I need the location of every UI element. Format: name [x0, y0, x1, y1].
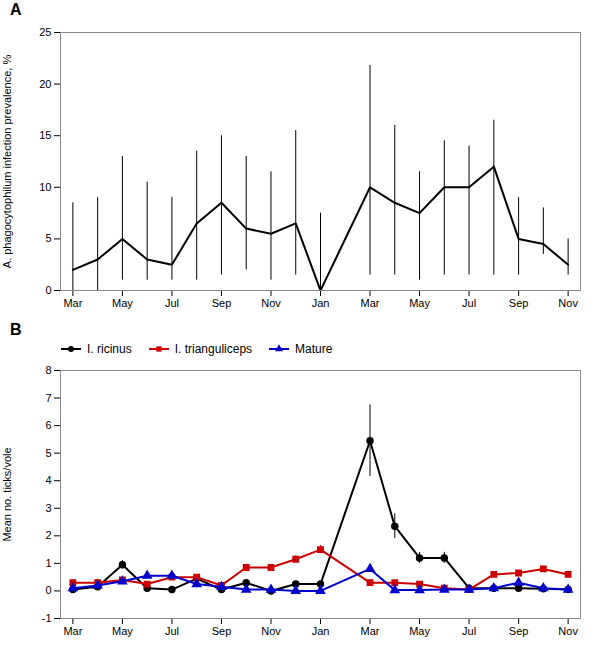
html-text:I. trianguliceps: I. trianguliceps: [174, 342, 253, 356]
svg-text:May: May: [409, 625, 430, 637]
svg-text:Jul: Jul: [462, 297, 476, 309]
svg-text:Nov: Nov: [558, 297, 578, 309]
svg-text:Sep: Sep: [212, 625, 232, 637]
svg-text:May: May: [112, 297, 133, 309]
svg-text:6: 6: [45, 419, 51, 431]
svg-text:8: 8: [45, 364, 51, 376]
svg-text:May: May: [112, 625, 133, 637]
svg-text:7: 7: [45, 392, 51, 404]
svg-text:20: 20: [39, 78, 51, 90]
svg-text:Sep: Sep: [509, 297, 529, 309]
svg-text:5: 5: [45, 232, 51, 244]
svg-text:Mean no. ticks/vole: Mean no. ticks/vole: [1, 447, 13, 541]
svg-text:Jul: Jul: [462, 625, 476, 637]
svg-text:1: 1: [45, 557, 51, 569]
html-text:B: B: [10, 321, 22, 338]
svg-text:15: 15: [39, 129, 51, 141]
svg-text:0: 0: [45, 284, 51, 296]
html-text:I. ricinus: I. ricinus: [87, 342, 132, 356]
svg-text:Jan: Jan: [312, 297, 330, 309]
svg-text:A. phagocytophilum infection p: A. phagocytophilum infection prevalence,…: [1, 55, 13, 269]
svg-text:Jan: Jan: [312, 625, 330, 637]
svg-text:4: 4: [45, 474, 51, 486]
svg-text:10: 10: [39, 181, 51, 193]
svg-text:Mar: Mar: [361, 297, 380, 309]
svg-text:0: 0: [45, 584, 51, 596]
svg-text:25: 25: [39, 26, 51, 38]
svg-text:May: May: [409, 297, 430, 309]
svg-text:Sep: Sep: [509, 625, 529, 637]
svg-text:Sep: Sep: [212, 297, 232, 309]
svg-text:5: 5: [45, 447, 51, 459]
html-text:Mature: Mature: [295, 342, 333, 356]
html-text:A: A: [10, 1, 22, 18]
svg-text:3: 3: [45, 502, 51, 514]
svg-text:Nov: Nov: [261, 625, 281, 637]
svg-text:Jul: Jul: [165, 297, 179, 309]
svg-text:Nov: Nov: [558, 625, 578, 637]
svg-text:Mar: Mar: [63, 297, 82, 309]
svg-text:-1: -1: [42, 612, 52, 624]
svg-text:Jul: Jul: [165, 625, 179, 637]
svg-text:Mar: Mar: [63, 625, 82, 637]
svg-text:Nov: Nov: [261, 297, 281, 309]
svg-text:2: 2: [45, 529, 51, 541]
svg-text:Mar: Mar: [361, 625, 380, 637]
